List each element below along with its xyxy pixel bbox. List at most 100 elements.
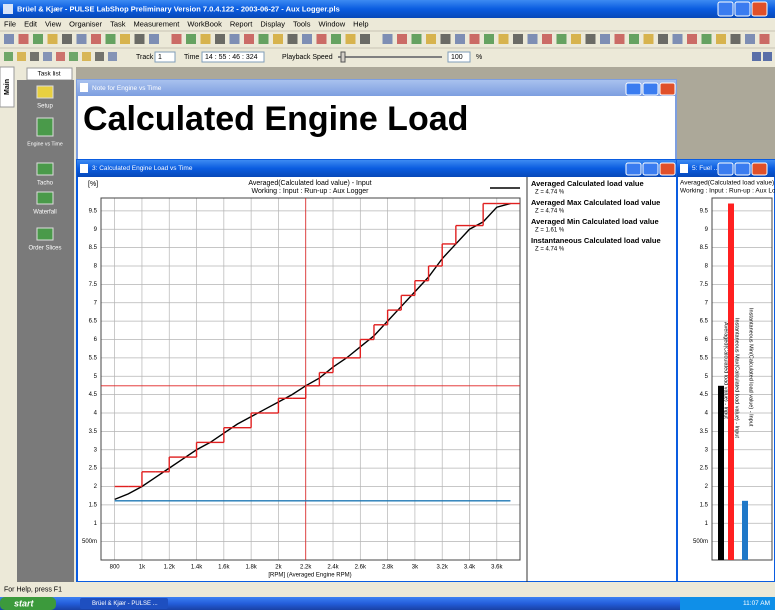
- toolbar-icon[interactable]: [527, 34, 538, 44]
- main-tab[interactable]: [0, 66, 15, 108]
- toolbar-icon[interactable]: [62, 34, 72, 44]
- close-button[interactable]: [751, 1, 768, 17]
- toolbar-icon[interactable]: [614, 34, 625, 44]
- toolbar-icon[interactable]: [287, 34, 298, 44]
- maximize-button[interactable]: [734, 162, 751, 176]
- task-label[interactable]: Setup: [37, 104, 53, 110]
- toolbar-icon[interactable]: [56, 52, 65, 61]
- toolbar-icon[interactable]: [658, 34, 668, 44]
- toolbar-icon[interactable]: [47, 34, 58, 44]
- maximize-button[interactable]: [642, 162, 659, 176]
- toolbar-icon[interactable]: [469, 34, 480, 44]
- toolbar-icon[interactable]: [43, 52, 52, 61]
- menu-item[interactable]: Help: [353, 19, 368, 28]
- toolbar-icon[interactable]: [200, 34, 211, 44]
- maximize-button[interactable]: [642, 82, 659, 96]
- toolbar-icon[interactable]: [171, 34, 182, 44]
- close-button[interactable]: [659, 82, 676, 96]
- task-icon[interactable]: [36, 191, 54, 205]
- menu-item[interactable]: Organiser: [69, 19, 102, 28]
- toolbar-icon[interactable]: [91, 34, 101, 44]
- toolbar-icon[interactable]: [82, 52, 91, 61]
- toolbar-icon[interactable]: [186, 34, 196, 44]
- menu-item[interactable]: Measurement: [134, 19, 181, 28]
- toolbar-icon[interactable]: [30, 52, 39, 61]
- task-label[interactable]: Waterfall: [33, 210, 56, 216]
- menu-item[interactable]: Report: [230, 19, 253, 28]
- toolbar-icon[interactable]: [498, 34, 509, 44]
- toolbar-icon[interactable]: [258, 34, 269, 44]
- task-label[interactable]: Order Slices: [28, 246, 61, 252]
- toolbar-icon[interactable]: [215, 34, 225, 44]
- time-input[interactable]: [201, 51, 265, 63]
- toolbar-icon[interactable]: [701, 34, 712, 44]
- toolbar-icon[interactable]: [687, 34, 697, 44]
- toolbar-icon[interactable]: [513, 34, 523, 44]
- toolbar-icon[interactable]: [244, 34, 254, 44]
- toolbar-icon[interactable]: [672, 34, 683, 44]
- toolbar-icon[interactable]: [585, 34, 596, 44]
- toolbar-icon[interactable]: [229, 34, 240, 44]
- toolbar-icon[interactable]: [763, 52, 772, 61]
- toolbar-icon[interactable]: [752, 52, 761, 61]
- menu-item[interactable]: WorkBook: [187, 19, 222, 28]
- menu-item[interactable]: Task: [110, 19, 126, 28]
- minimize-button[interactable]: [717, 1, 734, 17]
- task-icon[interactable]: [36, 162, 54, 176]
- toolbar-icon[interactable]: [4, 52, 13, 61]
- task-icon[interactable]: [36, 85, 54, 99]
- toolbar-icon[interactable]: [302, 34, 312, 44]
- toolbar-icon[interactable]: [643, 34, 654, 44]
- task-icon[interactable]: [36, 117, 54, 137]
- toolbar-icon[interactable]: [33, 34, 43, 44]
- toolbar-icon[interactable]: [316, 34, 327, 44]
- toolbar-icon[interactable]: [745, 34, 755, 44]
- toolbar-icon[interactable]: [17, 52, 26, 61]
- minimize-button[interactable]: [625, 162, 642, 176]
- toolbar-icon[interactable]: [331, 34, 341, 44]
- toolbar-icon[interactable]: [440, 34, 451, 44]
- toolbar-icon[interactable]: [629, 34, 639, 44]
- toolbar-icon[interactable]: [571, 34, 581, 44]
- task-button[interactable]: [80, 598, 168, 609]
- toolbar-icon[interactable]: [542, 34, 552, 44]
- toolbar-icon[interactable]: [411, 34, 422, 44]
- toolbar-icon[interactable]: [95, 52, 104, 61]
- close-button[interactable]: [659, 162, 676, 176]
- menu-item[interactable]: File: [4, 19, 16, 28]
- close-button[interactable]: [751, 162, 768, 176]
- toolbar-icon[interactable]: [76, 34, 87, 44]
- toolbar-icon[interactable]: [382, 34, 393, 44]
- toolbar-icon[interactable]: [360, 34, 370, 44]
- minimize-button[interactable]: [625, 82, 642, 96]
- start-button[interactable]: [0, 597, 56, 610]
- menu-item[interactable]: Tools: [293, 19, 311, 28]
- toolbar-icon[interactable]: [455, 34, 465, 44]
- maximize-button[interactable]: [734, 1, 751, 17]
- toolbar-icon[interactable]: [556, 34, 567, 44]
- menu-item[interactable]: View: [45, 19, 62, 28]
- toolbar-icon[interactable]: [345, 34, 356, 44]
- toolbar-icon[interactable]: [69, 52, 78, 61]
- toolbar-icon[interactable]: [600, 34, 610, 44]
- slider-thumb[interactable]: [340, 51, 346, 63]
- task-label[interactable]: Tacho: [37, 181, 54, 187]
- toolbar-icon[interactable]: [426, 34, 436, 44]
- toolbar-icon[interactable]: [397, 34, 407, 44]
- toolbar-icon[interactable]: [273, 34, 283, 44]
- playback-input[interactable]: [447, 51, 471, 63]
- task-label[interactable]: Engine vs Time: [27, 141, 63, 147]
- toolbar-icon[interactable]: [149, 34, 159, 44]
- toolbar-icon[interactable]: [108, 52, 117, 61]
- toolbar-icon[interactable]: [120, 34, 130, 44]
- toolbar-icon[interactable]: [105, 34, 116, 44]
- toolbar-icon[interactable]: [716, 34, 726, 44]
- task-icon[interactable]: [36, 227, 54, 241]
- toolbar-icon[interactable]: [759, 34, 770, 44]
- track-input[interactable]: [154, 51, 176, 63]
- toolbar-icon[interactable]: [4, 34, 14, 44]
- toolbar-icon[interactable]: [730, 34, 741, 44]
- minimize-button[interactable]: [717, 162, 734, 176]
- menu-item[interactable]: Edit: [24, 19, 38, 28]
- toolbar-icon[interactable]: [18, 34, 29, 44]
